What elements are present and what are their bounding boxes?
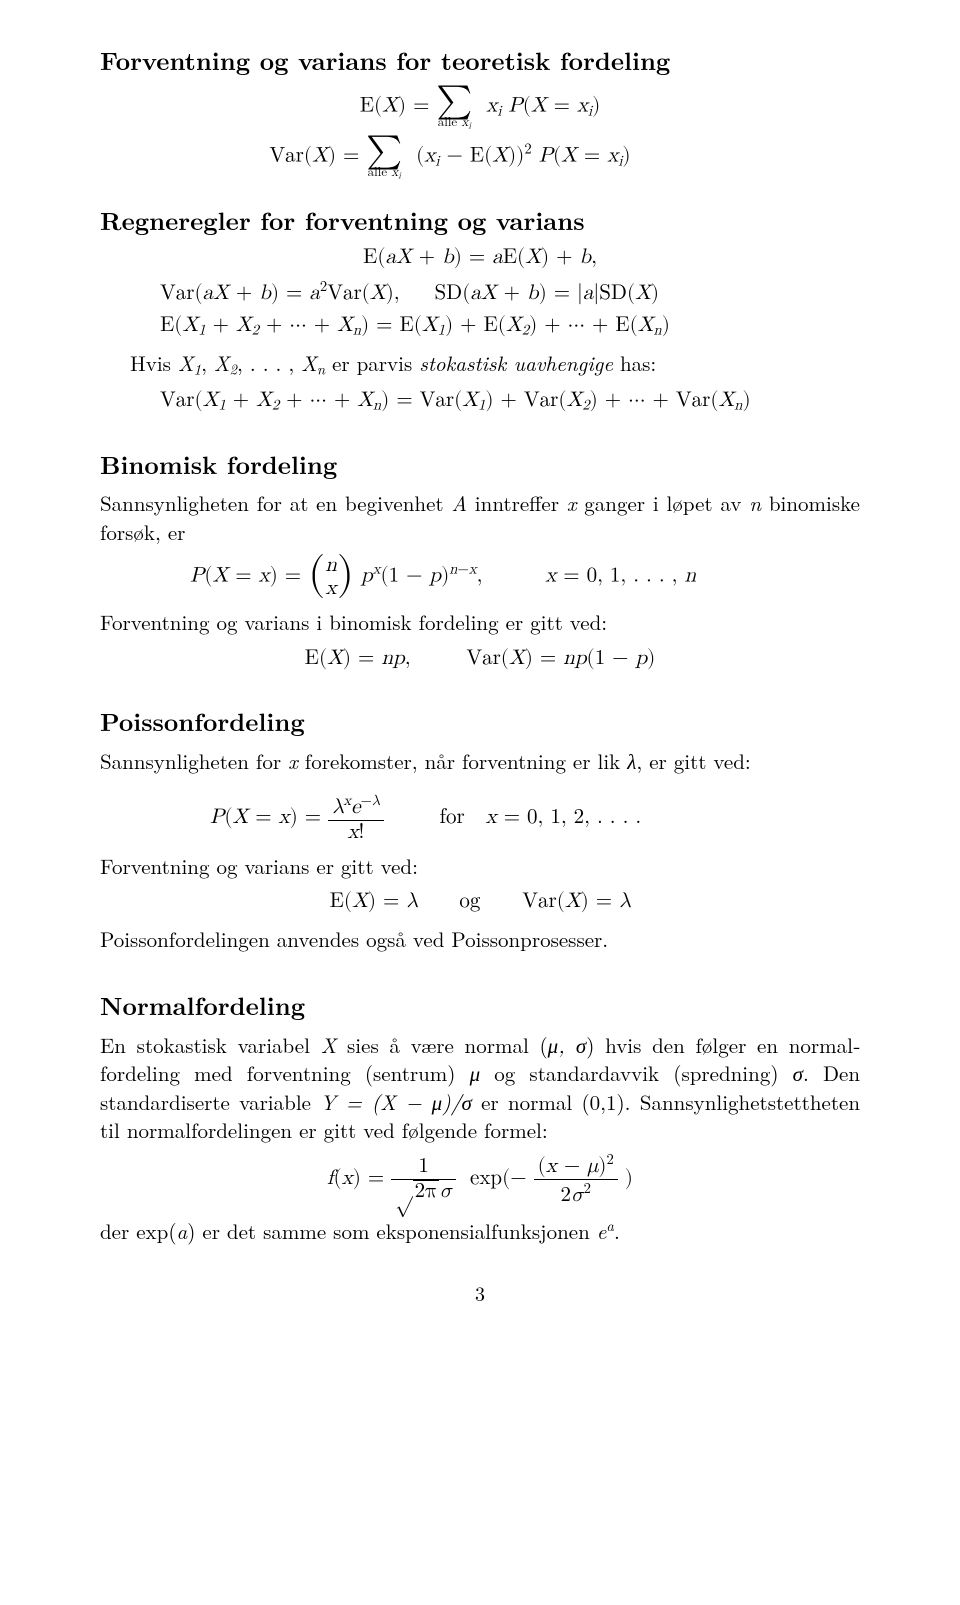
t: a [176, 1216, 187, 1246]
heading-normal: Normalfordeling [100, 989, 860, 1023]
poisson-note: Poissonfordelingen anvendes også ved Poi… [100, 925, 860, 953]
t: Sannsynligheten for at en begivenhet [100, 488, 451, 518]
t: inntreffer [467, 488, 567, 518]
t: λ [627, 746, 636, 776]
t: ) er det samme som eksponensialfunksjone… [187, 1216, 597, 1246]
poisson-intro: Sannsynligheten for x forekomster, når f… [100, 747, 860, 775]
eq-binom-ev-var: E(X) = np, Var(X) = np(1 − p) [100, 645, 860, 673]
hvis-end: has: [613, 348, 656, 378]
heading-regneregler: Regneregler for forventning og varians [100, 204, 860, 238]
heading-poisson: Poissonfordeling [100, 705, 860, 739]
hvis-line: Hvis X1, X2, . . . , Xn er parvis stokas… [130, 349, 860, 380]
poisson-ev-var-text: Forventning og varians er gitt ved: [100, 852, 860, 880]
t: . [614, 1216, 620, 1246]
binom-ev-var-text: Forventning og varians i binomisk fordel… [100, 608, 860, 636]
eq-poisson-pmf: P(X = x) = λxe−λ x! for x = 0, 1, 2, . .… [210, 793, 860, 844]
t: A [451, 488, 467, 518]
t: e [597, 1216, 607, 1246]
page: Forventning og varians for teoretisk for… [0, 0, 960, 1605]
t: x [567, 488, 577, 518]
t: ganger i løpet av [577, 488, 750, 518]
t: Sannsynligheten for [100, 746, 288, 776]
eq-poisson-ev-var: E(X) = λ og Var(X) = λ [100, 888, 860, 916]
t: n [749, 488, 761, 518]
t: μ, σ [548, 1030, 587, 1060]
normal-intro: En stokastisk variabel X sies å være nor… [100, 1031, 860, 1144]
eq-linear-expectation: E(aX + b) = aE(X) + b, [100, 244, 860, 272]
hvis-italic: stokastisk uavhengige [419, 348, 613, 378]
t: og standardavvik (spredning) [480, 1058, 792, 1088]
t: μ [470, 1058, 481, 1088]
t: X [321, 1030, 337, 1060]
eq-sum-expectation: E(X1 + X2 + ··· + Xn) = E(X1) + E(X2) + … [160, 312, 860, 341]
eq-normal-density: f(x) = 1 √2πσ exp(− (x − μ)2 2σ2 ) [100, 1152, 860, 1207]
eq-expectation-def: E(X) = ∑alle xi xi P(X = xi) [100, 84, 860, 130]
t: sies å være normal ( [336, 1030, 547, 1060]
eq-sum-variance-indep: Var(X1 + X2 + ··· + Xn) = Var(X1) + Var(… [160, 387, 860, 416]
normal-exp-note: der exp(a) er det samme som eksponensial… [100, 1216, 860, 1245]
t: En stokastisk variabel [100, 1030, 321, 1060]
heading-forventning-varians-teoretisk: Forventning og varians for teoretisk for… [100, 44, 860, 78]
eq-variance-def: Var(X) = ∑alle xi (xi − E(X))2 P(X = xi) [40, 134, 860, 180]
eq-linear-var-sd: Var(aX + b) = a2Var(X), SD(aX + b) = |a|… [160, 277, 860, 308]
hvis-prefix: Hvis [130, 348, 178, 378]
t: σ [793, 1058, 803, 1088]
t: , er gitt ved: [636, 746, 750, 776]
eq-binom-pmf: P(X = x) = (nx) px(1 − p)n−x, x = 0, 1, … [190, 554, 860, 600]
t: Y = (X − μ)/σ [320, 1087, 472, 1117]
t: x [288, 746, 298, 776]
t: der exp( [100, 1216, 176, 1246]
binom-intro: Sannsynligheten for at en begivenhet A i… [100, 489, 860, 546]
t: forekomster, når forventning er lik [298, 746, 627, 776]
hvis-mid: er parvis [325, 348, 419, 378]
page-number: 3 [100, 1279, 860, 1306]
heading-binomisk: Binomisk fordeling [100, 448, 860, 482]
